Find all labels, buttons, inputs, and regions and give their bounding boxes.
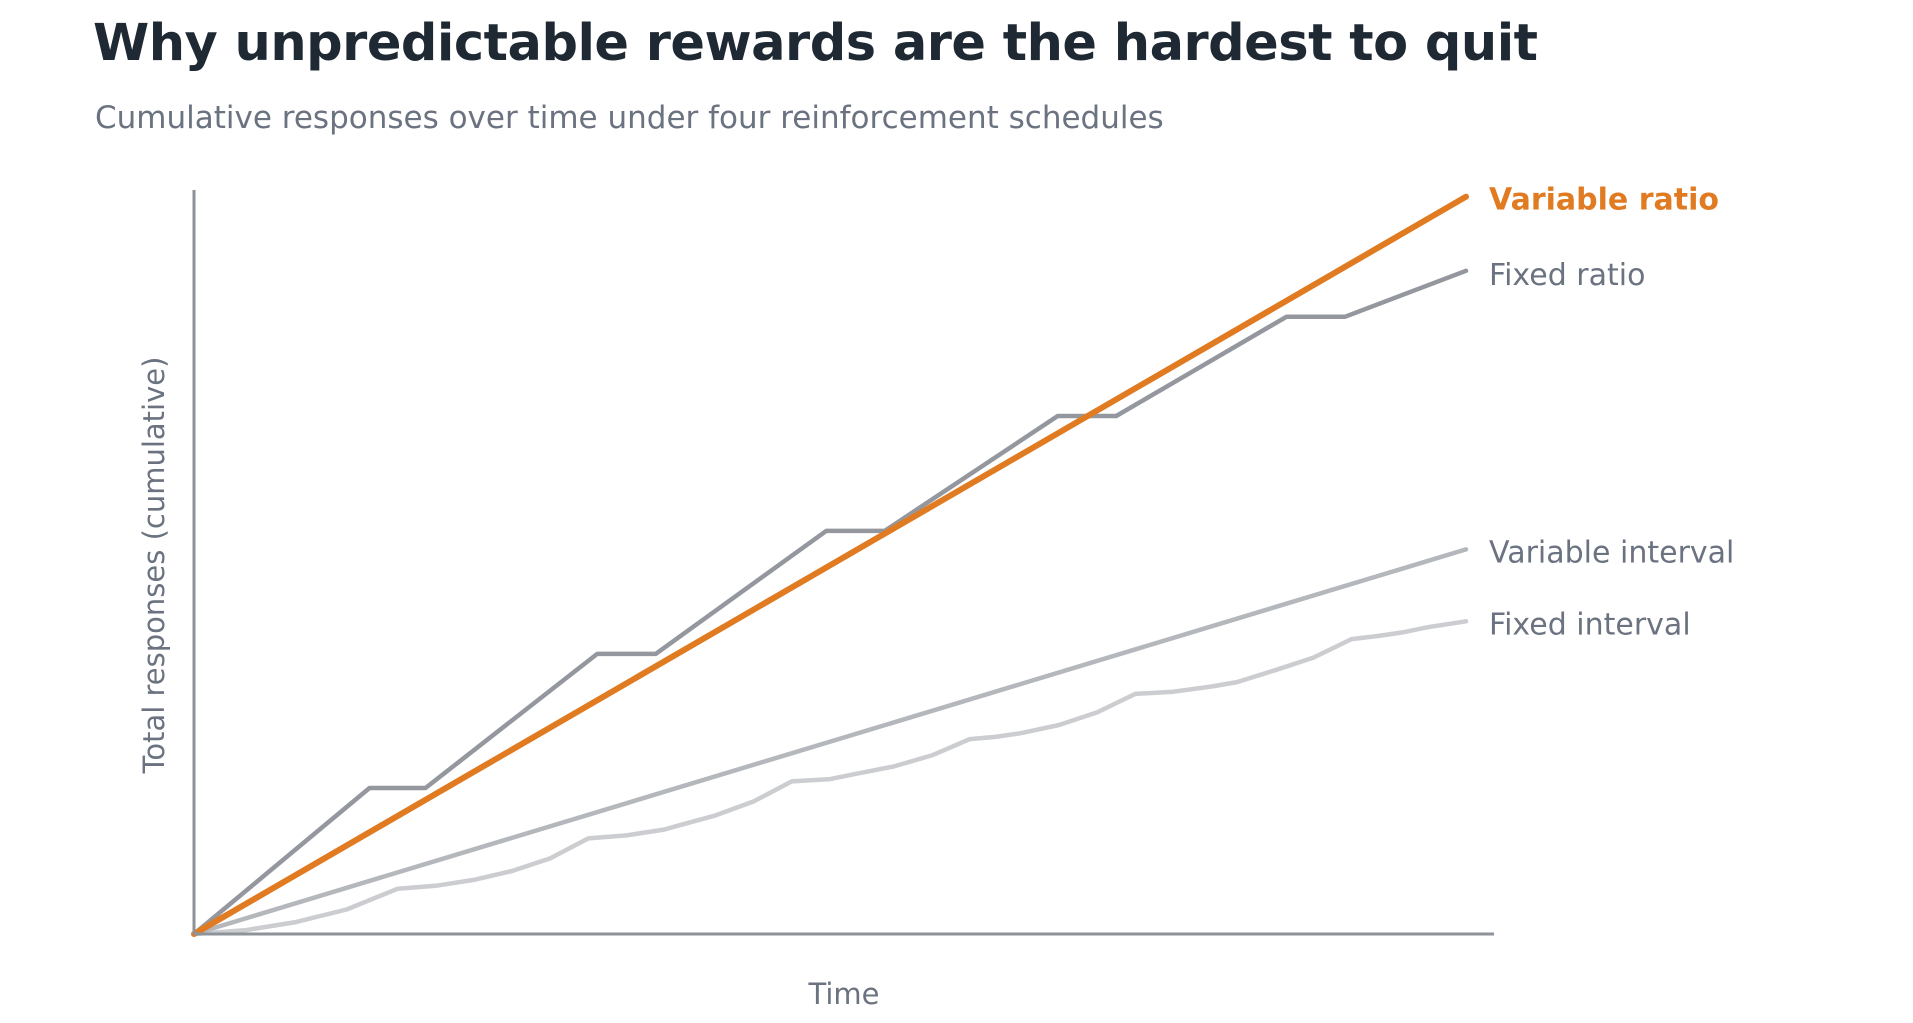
series-line-variable-ratio (191, 193, 1469, 937)
series-line-fixed-ratio (191, 268, 1469, 937)
series-line-fixed-interval (191, 619, 1469, 937)
series-label-fixed-interval: Fixed interval (1489, 607, 1691, 642)
series-labels: Fixed interval Variable interval Fixed rat… (1489, 183, 1734, 643)
x-axis-label: Time (808, 977, 880, 1011)
chart-subtitle: Cumulative responses over time under fou… (95, 100, 1164, 136)
series-line-variable-interval (191, 547, 1469, 937)
y-axis-label: Total responses (cumulative) (137, 357, 171, 775)
chart-title: Why unpredictable rewards are the hardes… (93, 14, 1538, 73)
series-label-variable-ratio: Variable ratio (1489, 183, 1719, 218)
series-layer (191, 193, 1469, 937)
series-label-variable-interval: Variable interval (1489, 535, 1734, 570)
series-label-fixed-ratio: Fixed ratio (1489, 258, 1645, 293)
